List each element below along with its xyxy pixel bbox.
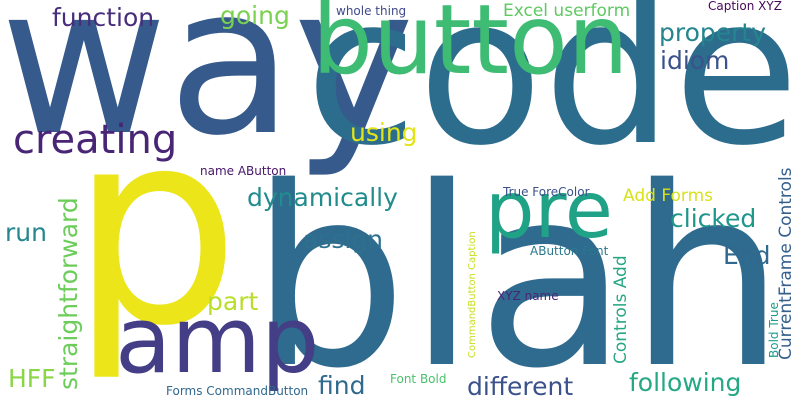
word-p: p [70, 73, 241, 385]
word-straightforward: straightforward [54, 197, 83, 390]
word-excel-userform: Excel userform [503, 1, 631, 21]
word-assign: assign [303, 225, 384, 254]
word-find: find [318, 371, 366, 400]
word-way: way [0, 0, 415, 181]
word-following: following [629, 368, 742, 397]
word-dynamically: dynamically [247, 183, 398, 212]
word-run: run [5, 218, 47, 247]
word-end: End [723, 241, 771, 270]
word-name-abutton: name AButton [200, 164, 287, 178]
word-different: different [467, 372, 574, 400]
word-forms-commandbutton: Forms CommandButton [166, 384, 309, 398]
word-going: going [220, 1, 290, 30]
word-true-forecolor: True ForeColor [503, 185, 590, 199]
word-button: button [312, 0, 629, 96]
word-caption-xyz: Caption XYZ [708, 0, 782, 13]
word-bold-true: Bold True [767, 302, 781, 358]
word-abutton-font: AButton Font [530, 244, 609, 258]
word-part: part [207, 287, 259, 316]
word-commandbutton-caption: CommandButton Caption [467, 231, 478, 358]
word-font-bold: Font Bold [390, 372, 447, 386]
word-blah: blah [250, 135, 786, 400]
word-property: property [659, 18, 767, 47]
word-code: code [305, 0, 800, 191]
word-idiom: idiom [660, 46, 730, 75]
word-amp: amp [115, 287, 320, 394]
word-add-forms: Add Forms [623, 186, 713, 206]
word-xyz-name: XYZ name [497, 289, 559, 303]
word-hff: HFF [8, 364, 56, 393]
word-creating: creating [13, 117, 178, 163]
word-using: using [350, 118, 418, 147]
word-clicked: clicked [670, 204, 757, 233]
word-controls-add: Controls Add [611, 255, 631, 364]
word-pre: pre [485, 166, 613, 256]
word-function: function [52, 3, 155, 32]
word-whole-thing: whole thing [336, 4, 407, 18]
